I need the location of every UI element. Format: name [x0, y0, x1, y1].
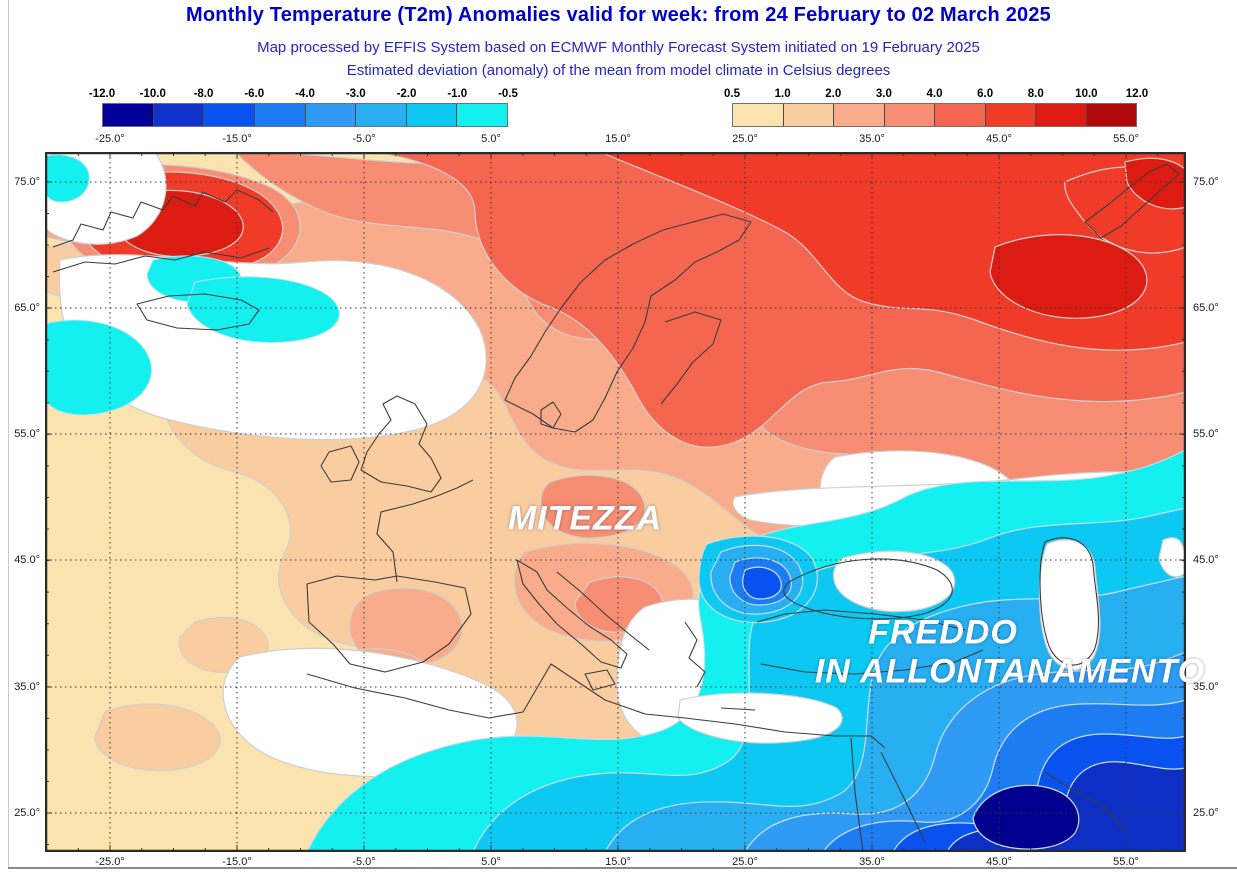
legend-negative-tick-label: -4.0: [295, 88, 315, 100]
subtitle-units: Estimated deviation (anomaly) of the mea…: [346, 62, 891, 79]
latitude-label-right: 65.0°: [1193, 302, 1219, 314]
legend-negative-cell: [203, 104, 254, 126]
legend-positive-bar: [732, 103, 1137, 127]
latitude-label-left: 35.0°: [14, 681, 40, 693]
longitude-label-top: 15.0°: [605, 133, 631, 145]
cold-anomaly-regions: [306, 449, 1186, 852]
legend-negative-bar: [102, 103, 508, 127]
longitude-label-top: 45.0°: [986, 133, 1012, 145]
latitude-label-left: 45.0°: [14, 554, 40, 566]
legend-positive-cell: [782, 104, 833, 126]
longitude-label-top: -15.0°: [222, 133, 252, 145]
legend-negative-tick-label: -2.0: [396, 88, 417, 100]
legend-negative-cell: [152, 104, 204, 126]
legend-negative-tick-label: -0.5: [498, 88, 518, 100]
annotation-freddo-line2: IN ALLONTANAMENTO: [814, 652, 1206, 691]
latitude-label-left: 75.0°: [14, 176, 40, 188]
legend-negative-cell: [103, 104, 153, 126]
legend-negative-tick-label: -6.0: [244, 88, 265, 100]
legend-negative-cell: [456, 104, 507, 126]
legend-positive-cell: [833, 104, 884, 126]
legend-positive-tick-label: 3.0: [875, 88, 892, 100]
legend-positive-tick-label: 8.0: [1027, 88, 1044, 100]
white-patches-over-cold: [677, 537, 1186, 744]
legend-negative-tick-label: -12.0: [88, 88, 116, 100]
annotation-mitezza: MITEZZA: [507, 499, 663, 538]
longitude-label-top: 5.0°: [481, 133, 501, 145]
longitude-label-top: 25.0°: [732, 133, 758, 145]
legend-negative-cell: [405, 104, 457, 126]
legend-positive-cell: [733, 104, 783, 126]
longitude-label-bottom: 35.0°: [859, 856, 885, 868]
legend-negative-tick-label: -8.0: [193, 88, 214, 100]
longitude-label-top: -5.0°: [352, 133, 376, 145]
longitude-label-bottom: -15.0°: [222, 856, 252, 868]
latitude-label-right: 55.0°: [1193, 428, 1219, 440]
legend-negative-cell: [355, 104, 406, 126]
legend-positive-cell: [984, 104, 1035, 126]
legend-negative-cell: [304, 104, 356, 126]
longitude-label-bottom: -25.0°: [95, 856, 125, 868]
legend-positive-tick-label: 6.0: [977, 88, 994, 100]
longitude-label-top: -25.0°: [95, 133, 125, 145]
legend-positive-cell: [883, 104, 934, 126]
legend-negative-anomaly: -12.0 -10.0 -8.0 -6.0 -4.0 -3.0 -2.0 -1.0 -0.5: [89, 88, 518, 128]
anomaly-map-svg: [45, 152, 1186, 852]
window-bottom-edge: [8, 867, 1237, 869]
legend-negative-tick-label: -10.0: [139, 88, 166, 100]
longitude-label-bottom: 55.0°: [1113, 856, 1139, 868]
coastlines: [52, 163, 1180, 852]
legend-positive-tick-label: 12.0: [1125, 88, 1149, 100]
map-frame: [45, 152, 1186, 852]
legend-positive-cell: [1085, 104, 1136, 126]
latitude-label-left: 65.0°: [14, 302, 40, 314]
legend-negative-tick-label: -3.0: [345, 88, 366, 100]
longitude-label-bottom: 15.0°: [605, 856, 631, 868]
legend-positive-tick-label: 4.0: [926, 88, 943, 100]
legend-negative-tick-label: -1.0: [447, 88, 468, 100]
longitude-label-bottom: 5.0°: [481, 856, 501, 868]
legend-negative-cell: [253, 104, 305, 126]
legend-positive-tick-label: 10.0: [1075, 88, 1098, 100]
legend-positive-cell: [934, 104, 985, 126]
latitude-label-left: 55.0°: [14, 428, 40, 440]
latitude-label-right: 45.0°: [1193, 554, 1219, 566]
latitude-label-right: 75.0°: [1193, 176, 1219, 188]
window-left-edge: [8, 0, 9, 869]
anomaly-map: MITEZZA FREDDO IN ALLONTANAMENTO: [45, 152, 1204, 852]
legend-positive-tick-label: 2.0: [825, 88, 842, 100]
cold-patches-northwest: [45, 154, 340, 416]
legend-positive-anomaly: 0.5 1.0 2.0 3.0 4.0 6.0 8.0 10.0 12.0: [724, 88, 1148, 128]
legend-positive-tick-label: 1.0: [774, 88, 791, 100]
annotation-freddo-line1: FREDDO: [868, 613, 1018, 652]
subtitle-processing: Map processed by EFFIS System based on E…: [257, 39, 980, 56]
latitude-label-right: 35.0°: [1193, 681, 1219, 693]
longitude-label-top: 55.0°: [1113, 133, 1139, 145]
longitude-label-bottom: 45.0°: [986, 856, 1012, 868]
legend-positive-cell: [1035, 104, 1086, 126]
graticule-grid: [45, 152, 1186, 852]
legend-positive-tick-label: 0.5: [724, 88, 740, 100]
longitude-label-top: 35.0°: [859, 133, 885, 145]
longitude-label-bottom: -5.0°: [352, 856, 376, 868]
latitude-label-right: 25.0°: [1193, 807, 1219, 819]
longitude-label-bottom: 25.0°: [732, 856, 758, 868]
latitude-label-left: 25.0°: [14, 807, 40, 819]
page-title: Monthly Temperature (T2m) Anomalies vali…: [185, 4, 1052, 26]
